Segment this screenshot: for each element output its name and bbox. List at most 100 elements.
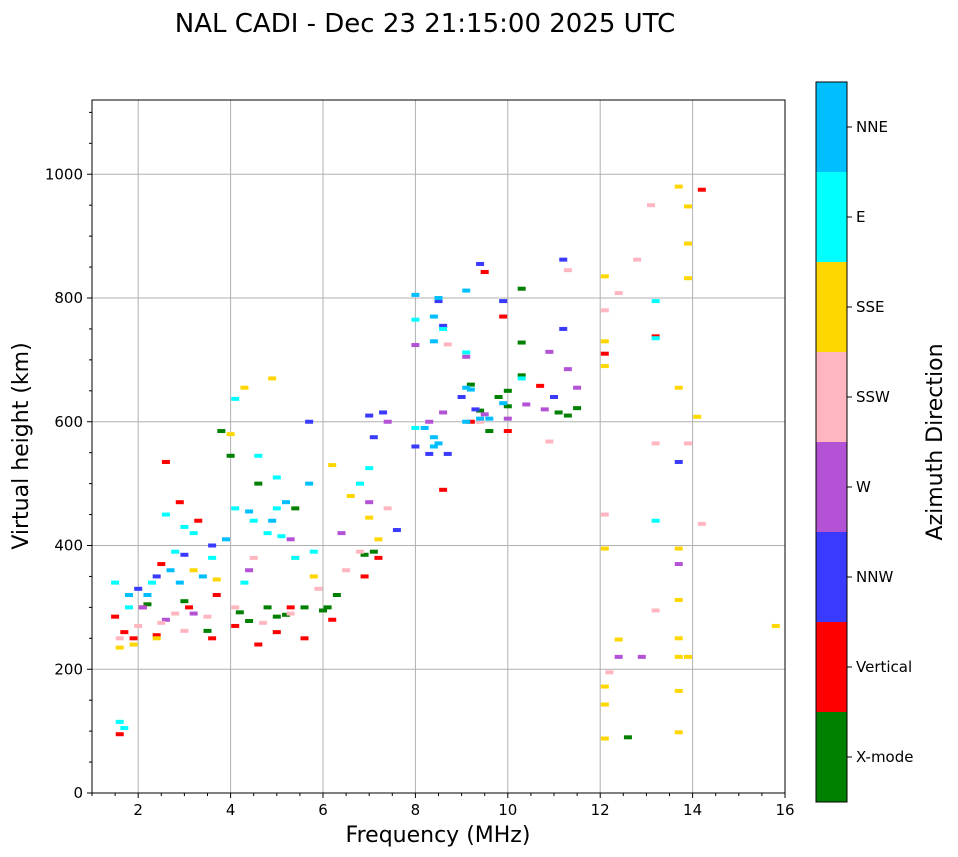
colorbar-segment [816, 712, 847, 802]
data-point-nnw [208, 543, 217, 548]
data-point-w [138, 605, 147, 610]
data-point-nne [175, 580, 184, 585]
data-point-nnw [550, 395, 558, 399]
data-point-sse [600, 702, 609, 707]
data-point-sse [365, 515, 374, 520]
data-point-nne [411, 292, 420, 297]
data-point-e [411, 317, 420, 322]
colorbar-frame [815, 81, 848, 803]
data-point-x-mode [563, 413, 572, 418]
data-point-nne [476, 416, 485, 421]
data-point-nnw [559, 257, 568, 262]
data-point-nne [434, 296, 443, 300]
data-point-x-mode [623, 735, 632, 740]
data-point-e [263, 531, 272, 536]
data-point-nnw [379, 410, 388, 415]
data-point-x-mode [573, 406, 582, 411]
y-axis-label: Virtual height (km) [9, 342, 34, 549]
data-point-x-mode [235, 610, 244, 615]
data-point-sse [600, 364, 609, 369]
x-axis-label: Frequency (MHz) [346, 823, 531, 848]
x-tick-label: 6 [318, 801, 328, 819]
data-point-x-mode [517, 286, 526, 291]
azimuth-colorbar: X-mode Vertical NNW W SSW SSE E NNE [815, 81, 913, 803]
y-tick-label: 400 [54, 537, 83, 555]
data-point-sse [674, 385, 683, 390]
data-point-ssw [286, 611, 295, 616]
data-point-e [171, 549, 180, 554]
data-point-ssw [651, 441, 660, 446]
data-point-ssw [258, 620, 267, 625]
data-marks [111, 184, 780, 741]
data-point-ssw [134, 623, 143, 628]
data-point-sse [674, 654, 683, 659]
data-point-x-mode [369, 549, 378, 554]
data-point-vertical [212, 593, 221, 597]
data-point-nnw [439, 323, 448, 328]
data-point-vertical [161, 459, 170, 464]
data-point-ssw [314, 586, 323, 591]
data-point-nnw [134, 586, 143, 591]
data-point-x-mode [272, 614, 281, 619]
data-point-x-mode [332, 593, 341, 597]
data-point-w [637, 654, 646, 659]
data-point-sse [693, 414, 702, 419]
data-point-w [425, 419, 434, 424]
data-point-e [231, 506, 240, 511]
colorbar-segment [816, 532, 847, 622]
data-point-vertical [152, 633, 161, 638]
data-point-e [462, 350, 471, 355]
data-point-nne [282, 500, 291, 505]
data-point-nne [466, 387, 475, 392]
data-point-nnw [152, 574, 161, 579]
data-point-e [231, 396, 240, 401]
data-point-w [365, 500, 374, 505]
data-point-e [365, 466, 374, 471]
data-point-x-mode [517, 340, 526, 345]
data-point-w [573, 385, 582, 390]
chart-title: NAL CADI - Dec 23 21:15:00 2025 UTC [175, 9, 675, 39]
data-point-x-mode [466, 382, 475, 387]
data-point-vertical [120, 630, 129, 635]
data-point-x-mode [323, 605, 332, 610]
data-point-vertical [480, 270, 489, 275]
data-point-vertical [129, 636, 138, 641]
data-point-x-mode [143, 602, 152, 607]
data-point-vertical [466, 419, 475, 424]
data-point-vertical [111, 614, 120, 619]
data-point-w [563, 367, 572, 372]
data-point-nne [268, 518, 277, 523]
data-point-sse [683, 654, 692, 659]
data-point-x-mode [503, 388, 512, 393]
data-point-w [383, 419, 392, 424]
data-point-ssw [342, 568, 351, 573]
data-point-vertical [272, 630, 281, 635]
data-point-w [161, 617, 170, 622]
colorbar-tick-label: NNW [856, 568, 893, 586]
data-point-sse [600, 684, 609, 689]
data-point-nne [245, 509, 254, 514]
data-point-nne [143, 593, 152, 597]
colorbar-segment [816, 442, 847, 532]
colorbar-segment [816, 172, 847, 262]
data-point-vertical [328, 617, 337, 622]
data-point-nnw [443, 451, 452, 456]
data-point-ssw [600, 512, 609, 517]
colorbar-tick-label: SSW [856, 388, 890, 406]
data-point-nne [429, 435, 438, 440]
colorbar-tick-label: E [856, 208, 865, 226]
data-point-sse [374, 537, 383, 542]
data-point-ssw [697, 521, 706, 526]
data-point-e [272, 475, 281, 480]
data-point-vertical [231, 623, 240, 628]
data-point-sse [674, 597, 683, 602]
data-point-w [614, 654, 623, 659]
plot-background [92, 100, 785, 793]
data-point-ssw [633, 257, 642, 262]
data-point-w [522, 402, 531, 407]
data-point-nnw [434, 299, 443, 304]
x-axis-ticks: 2 4 6 8 10 12 14 16 [91, 793, 795, 819]
data-point-sse [683, 204, 692, 209]
colorbar-tick-label: X-mode [856, 748, 913, 766]
data-point-w [286, 537, 295, 542]
